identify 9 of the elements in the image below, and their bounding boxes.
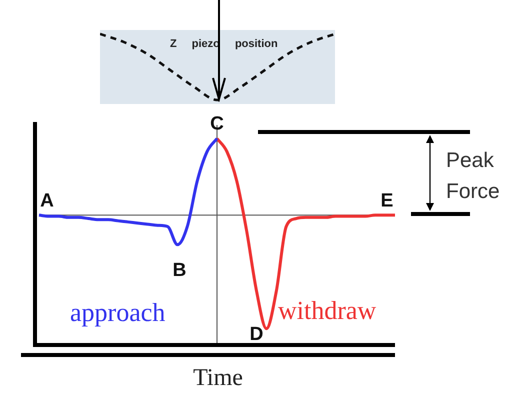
annotation: B	[172, 260, 186, 281]
text: C	[210, 114, 224, 135]
series-label: withdraw	[278, 296, 376, 325]
annotation: A	[40, 190, 54, 212]
annotation: D	[250, 324, 264, 345]
annotation: E	[380, 190, 394, 212]
text: approach	[70, 298, 166, 327]
text: Peak Force	[446, 148, 501, 205]
x-axis-title: Time	[192, 365, 244, 392]
